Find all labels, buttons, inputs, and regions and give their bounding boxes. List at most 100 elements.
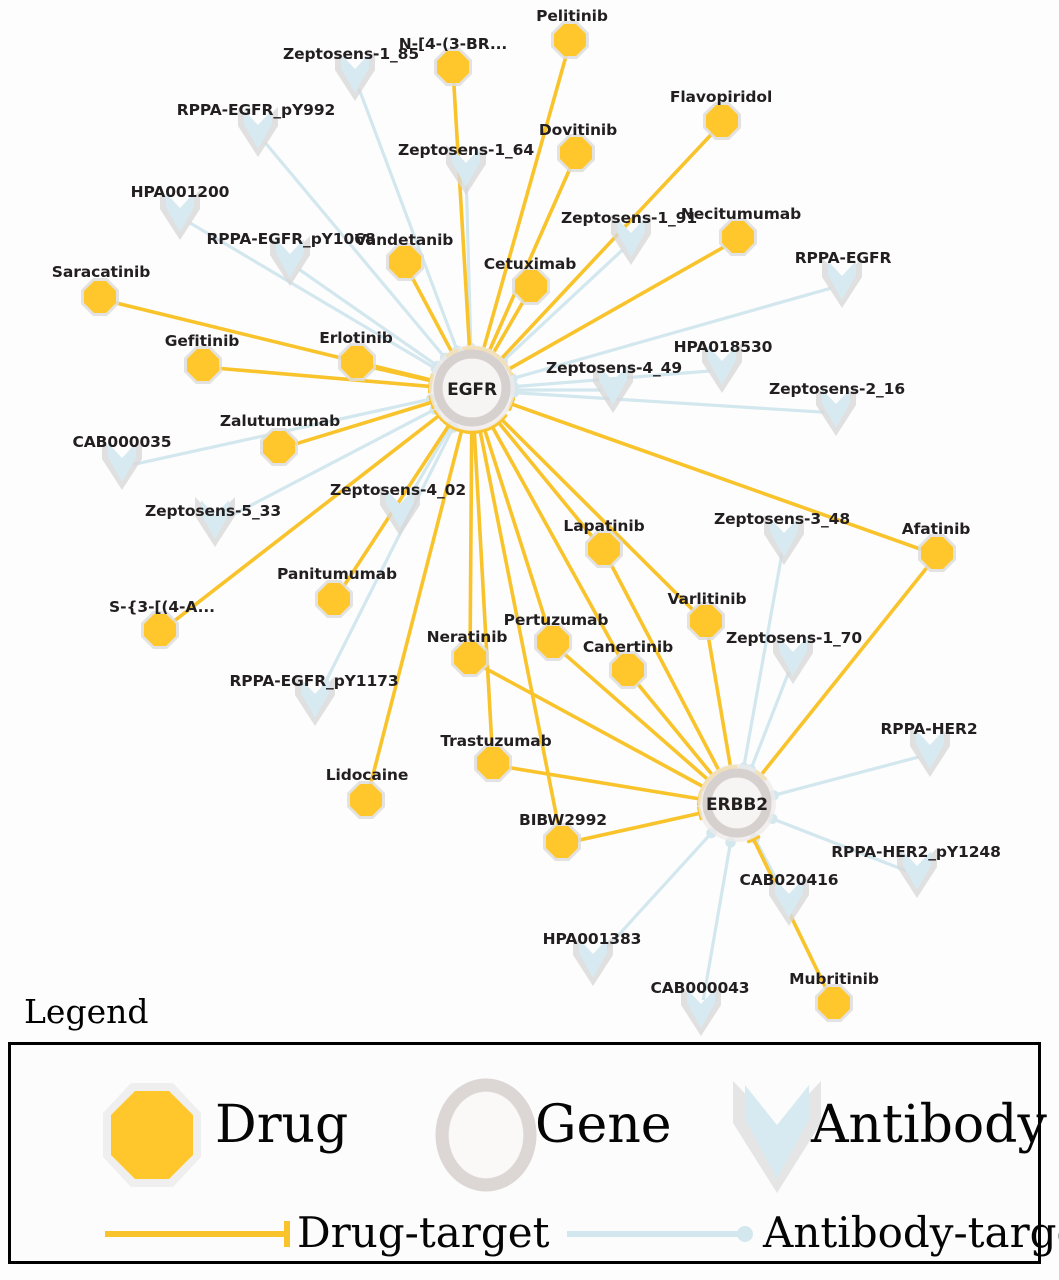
octagon-icon: [81, 278, 119, 316]
octagon-icon: [434, 48, 472, 86]
antibody-node-label: Zeptosens-3_48: [713, 510, 851, 528]
legend-antibody-label: Antibody: [811, 1095, 1047, 1155]
drug-node[interactable]: [385, 242, 425, 286]
drug-node[interactable]: [686, 601, 726, 645]
antibody-node-label: RPPA-HER2_pY1248: [831, 843, 1001, 861]
octagon-icon: [512, 267, 550, 305]
legend-drug-edge-label: Drug-target: [297, 1208, 550, 1257]
antibody-node-label: Zeptosens-4_49: [545, 359, 683, 377]
antibody-node[interactable]: [700, 341, 744, 399]
drug-node-label: Canertinib: [582, 638, 674, 656]
drug-node-label: BIBW2992: [519, 811, 607, 829]
drug-target-edge[interactable]: [496, 414, 699, 616]
chevron-icon: [822, 258, 862, 308]
antibody-node[interactable]: [378, 484, 422, 542]
chevron-icon: [611, 215, 651, 265]
drug-node[interactable]: [702, 101, 742, 145]
octagon-icon: [719, 218, 757, 256]
drug-target-edge[interactable]: [451, 80, 477, 351]
drug-node-label: Trastuzumab: [440, 732, 552, 750]
drug-node-label: N-[4-(3-BR...: [398, 35, 508, 53]
drug-target-edge[interactable]: [485, 422, 624, 663]
drug-node-label: Vandetanib: [354, 231, 454, 249]
chevron-icon: [573, 936, 613, 986]
antibody-target-edge[interactable]: [319, 422, 459, 693]
legend-antibody-edge-icon: [563, 1217, 763, 1255]
antibody-node[interactable]: [100, 438, 144, 496]
antibody-node[interactable]: [908, 725, 952, 783]
antibody-node[interactable]: [158, 188, 202, 246]
drug-node-label: Zalutumumab: [219, 412, 341, 430]
octagon-icon: [557, 134, 595, 172]
drug-node[interactable]: [542, 822, 582, 866]
drug-node[interactable]: [917, 533, 957, 577]
drug-target-edge[interactable]: [504, 765, 703, 806]
drug-node[interactable]: [450, 638, 490, 682]
antibody-target-edge[interactable]: [768, 755, 920, 801]
drug-node[interactable]: [511, 266, 551, 310]
drug-node[interactable]: [718, 217, 758, 261]
antibody-node-label: RPPA-EGFR_pY1068: [206, 230, 376, 248]
chevron-icon: [910, 727, 950, 777]
chevron-icon: [764, 515, 804, 565]
drug-target-edge[interactable]: [168, 409, 444, 626]
octagon-icon: [534, 623, 572, 661]
ring-icon: [429, 345, 515, 431]
drug-node[interactable]: [814, 983, 854, 1027]
antibody-node[interactable]: [609, 213, 653, 271]
antibody-node[interactable]: [814, 384, 858, 442]
octagon-icon: [543, 823, 581, 861]
antibody-node[interactable]: [767, 874, 811, 932]
drug-target-edge[interactable]: [494, 130, 715, 365]
antibody-node[interactable]: [771, 632, 815, 690]
antibody-node[interactable]: [444, 143, 488, 201]
chevron-icon: [593, 363, 633, 413]
drug-node[interactable]: [533, 622, 573, 666]
drug-node-label: Pertuzumab: [503, 611, 609, 629]
antibody-node[interactable]: [679, 984, 723, 1042]
antibody-node[interactable]: [762, 513, 806, 571]
drug-node[interactable]: [259, 427, 299, 471]
antibody-node[interactable]: [591, 361, 635, 419]
antibody-target-edge[interactable]: [701, 837, 736, 1000]
drug-node[interactable]: [473, 743, 513, 787]
gene-node[interactable]: [695, 761, 779, 849]
antibody-node[interactable]: [236, 105, 280, 163]
antibody-node[interactable]: [820, 256, 864, 314]
legend-antibody-edge-label: Antibody-target: [763, 1208, 1059, 1257]
drug-target-edge[interactable]: [706, 634, 738, 771]
drug-node[interactable]: [183, 345, 223, 389]
antibody-node-label: Zeptosens-1_91: [560, 209, 698, 227]
antibody-node-label: HPA001383: [542, 930, 642, 948]
drug-node[interactable]: [433, 47, 473, 91]
antibody-node[interactable]: [895, 846, 939, 904]
drug-node-label: Cetuximab: [483, 255, 577, 273]
octagon-icon: [585, 530, 623, 568]
octagon-icon: [260, 428, 298, 466]
drug-target-edge[interactable]: [473, 428, 562, 834]
drug-node[interactable]: [337, 342, 377, 386]
drug-node[interactable]: [550, 20, 590, 64]
antibody-target-edge[interactable]: [767, 813, 907, 872]
antibody-node[interactable]: [571, 934, 615, 992]
drug-node[interactable]: [314, 579, 354, 623]
antibody-node[interactable]: [293, 674, 337, 732]
drug-node[interactable]: [556, 133, 596, 177]
drug-target-edge[interactable]: [367, 427, 469, 792]
network-canvas[interactable]: Zeptosens-1_85 RPPA-EGFR_pY992 HPA001200 Ze…: [0, 0, 1059, 1036]
octagon-icon: [474, 744, 512, 782]
chevron-icon: [160, 190, 200, 240]
drug-node-label: Pelitinib: [536, 7, 608, 25]
antibody-node[interactable]: [268, 234, 312, 292]
gene-node[interactable]: [426, 342, 518, 438]
ring-icon: [698, 764, 776, 842]
drug-node[interactable]: [584, 529, 624, 573]
drug-node-label: Lidocaine: [325, 766, 409, 784]
drug-node[interactable]: [346, 780, 386, 824]
drug-node[interactable]: [608, 650, 648, 694]
octagon-icon: [918, 534, 956, 572]
antibody-node[interactable]: [333, 49, 377, 107]
antibody-node[interactable]: [193, 495, 237, 553]
drug-node[interactable]: [80, 277, 120, 321]
drug-node[interactable]: [140, 610, 180, 654]
